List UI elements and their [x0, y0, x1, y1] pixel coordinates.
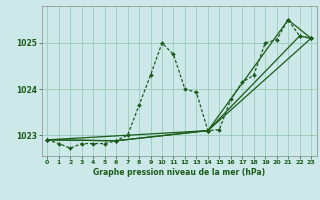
- X-axis label: Graphe pression niveau de la mer (hPa): Graphe pression niveau de la mer (hPa): [93, 168, 265, 177]
